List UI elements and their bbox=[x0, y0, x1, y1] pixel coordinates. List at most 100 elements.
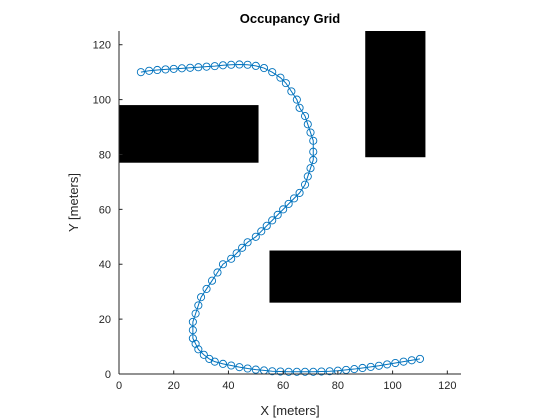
path-point bbox=[300, 180, 310, 189]
path-point bbox=[287, 87, 296, 96]
x-tick-label: 0 bbox=[116, 380, 122, 392]
path-point bbox=[317, 367, 326, 376]
path-point bbox=[259, 63, 269, 73]
axes bbox=[118, 31, 461, 375]
path-point bbox=[238, 243, 247, 252]
path-point bbox=[262, 221, 271, 230]
path-point bbox=[235, 363, 244, 372]
y-tick-label: 0 bbox=[105, 369, 111, 381]
path-point bbox=[191, 309, 200, 318]
path-point bbox=[194, 63, 203, 72]
path-point bbox=[199, 350, 208, 359]
y-tick-label: 20 bbox=[99, 314, 111, 326]
path-point bbox=[309, 147, 318, 156]
path-point bbox=[251, 232, 260, 241]
y-tick-label: 120 bbox=[93, 40, 111, 52]
path-point bbox=[268, 216, 277, 225]
path-point bbox=[309, 136, 318, 145]
path-point bbox=[303, 172, 312, 181]
path-point bbox=[251, 365, 260, 374]
path-point bbox=[292, 367, 301, 376]
path-point bbox=[227, 361, 236, 370]
path-point bbox=[207, 276, 217, 285]
path-point bbox=[227, 254, 236, 263]
y-axis-ticks: 0 20 40 60 80 100 120 bbox=[93, 40, 123, 381]
path-point bbox=[268, 68, 277, 77]
path-point bbox=[309, 367, 318, 376]
x-tick-label: 120 bbox=[438, 380, 456, 392]
path-point bbox=[309, 155, 318, 165]
path-point bbox=[358, 363, 367, 373]
path-point bbox=[210, 357, 219, 366]
path-point bbox=[407, 356, 416, 365]
path-point bbox=[210, 62, 219, 71]
chart-title: Occupancy Grid bbox=[240, 11, 340, 26]
obstacle-3 bbox=[269, 250, 461, 303]
path-point bbox=[268, 367, 277, 376]
path-point bbox=[227, 60, 236, 69]
path-point bbox=[300, 367, 310, 376]
path-point bbox=[279, 205, 288, 214]
path-point bbox=[295, 103, 304, 112]
path-point bbox=[186, 63, 195, 72]
path-point bbox=[218, 61, 228, 70]
y-tick-label: 80 bbox=[99, 149, 111, 161]
path-point bbox=[251, 61, 260, 70]
path-point bbox=[177, 64, 186, 73]
path-point bbox=[350, 365, 359, 374]
path-point bbox=[197, 293, 206, 302]
path-point bbox=[188, 317, 197, 326]
y-tick-label: 60 bbox=[99, 204, 111, 216]
path-point bbox=[243, 364, 252, 373]
y-tick-label: 40 bbox=[99, 259, 111, 271]
path-point bbox=[213, 268, 222, 277]
path-point bbox=[342, 365, 351, 374]
path-point bbox=[232, 249, 241, 258]
path-point bbox=[257, 227, 266, 236]
path-point bbox=[399, 357, 408, 366]
x-tick-label: 100 bbox=[383, 380, 401, 392]
path-point bbox=[145, 66, 154, 75]
x-axis-ticks: 0 20 40 60 80 100 120 bbox=[116, 370, 456, 392]
path-point bbox=[290, 194, 299, 203]
path-point bbox=[292, 95, 301, 104]
path-point bbox=[218, 260, 228, 269]
path-point bbox=[276, 73, 285, 82]
x-tick-label: 40 bbox=[222, 380, 234, 392]
path-point bbox=[391, 358, 400, 368]
path-point bbox=[276, 367, 285, 376]
obstacle-1 bbox=[119, 105, 259, 163]
path-point bbox=[202, 62, 211, 71]
x-axis-label: X [meters] bbox=[260, 403, 319, 418]
path-point bbox=[306, 164, 315, 173]
x-tick-label: 60 bbox=[277, 380, 289, 392]
y-axis-label: Y [meters] bbox=[66, 173, 81, 232]
path-point bbox=[284, 199, 293, 208]
path-point bbox=[273, 210, 282, 219]
path-point bbox=[374, 361, 383, 370]
path-point bbox=[295, 188, 304, 197]
path-point bbox=[194, 345, 203, 354]
path-point bbox=[281, 79, 290, 88]
path-point bbox=[303, 120, 312, 129]
x-tick-label: 80 bbox=[332, 380, 344, 392]
path-point bbox=[284, 367, 293, 376]
path-point bbox=[243, 60, 252, 69]
obstacle-2 bbox=[365, 31, 426, 158]
path-point bbox=[306, 128, 315, 137]
path-point bbox=[194, 301, 203, 310]
x-tick-label: 20 bbox=[168, 380, 180, 392]
path-layer bbox=[136, 60, 425, 376]
path-point bbox=[415, 354, 425, 363]
path-point bbox=[169, 64, 178, 73]
y-tick-label: 100 bbox=[93, 95, 111, 107]
obstacles-layer bbox=[119, 31, 461, 303]
path-point bbox=[383, 360, 392, 369]
path-point bbox=[235, 60, 244, 69]
path-point bbox=[300, 112, 310, 121]
path-point bbox=[325, 367, 334, 376]
path-point bbox=[366, 362, 375, 371]
path-point bbox=[161, 65, 170, 74]
path-point bbox=[243, 238, 252, 247]
path-point bbox=[188, 326, 197, 335]
